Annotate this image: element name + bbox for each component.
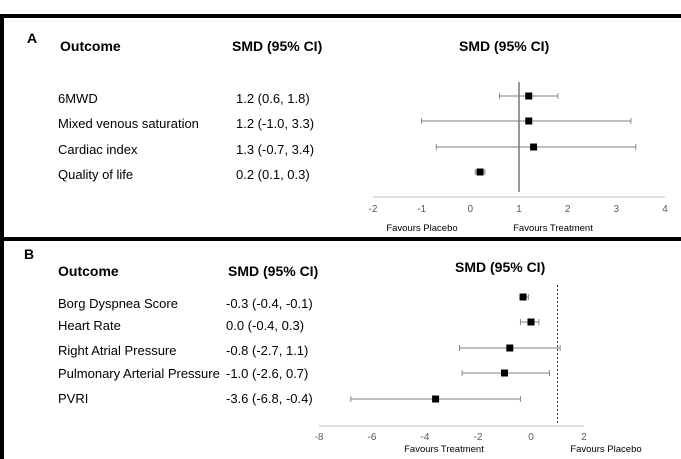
x-tick-label: 3 [614,204,620,215]
x-tick-label: -2 [369,204,378,215]
panel-a-row-outcome: Mixed venous saturation [58,116,199,131]
point-estimate [525,92,533,100]
favours-left-label: Favours Placebo [386,223,457,234]
x-tick-label: -2 [474,432,483,443]
favours-left-label: Favours Treatment [404,444,484,455]
point-estimate [432,395,440,403]
point-estimate [501,369,508,377]
x-tick-label: 0 [528,432,534,443]
x-tick-label: 2 [581,432,587,443]
x-tick-label: -1 [417,204,426,215]
panel-a-row-estimate: 1.2 (0.6, 1.8) [236,91,310,106]
favours-right-label: Favours Treatment [513,223,593,234]
panel-b-row-estimate: -1.0 (-2.6, 0.7) [226,366,309,381]
panel-a-row-outcome: 6MWD [58,91,98,106]
panel-b-row-estimate: -0.8 (-2.7, 1.1) [226,343,309,358]
point-estimate [519,293,527,301]
panel-b-outcome-header: Outcome [58,263,119,279]
panel-a-row-outcome: Quality of life [58,167,134,182]
x-tick-label: -4 [421,432,430,443]
panel-a-row-outcome: Cardiac index [58,142,138,157]
panel-b-estimate-header: SMD (95% CI) [228,263,319,279]
panel-a-row-estimate: 0.2 (0.1, 0.3) [236,167,310,182]
panel-b-row-estimate: -3.6 (-6.8, -0.4) [226,391,313,406]
point-estimate [525,117,533,125]
x-tick-label: 4 [662,204,668,215]
panel-b-label: B [24,246,35,262]
panel-a-plot-title: SMD (95% CI) [459,38,550,54]
panel-a-row-estimate: 1.3 (-0.7, 3.4) [236,142,315,157]
favours-right-label: Favours Placebo [570,444,641,455]
point-estimate [530,143,538,151]
panel-a [0,14,681,239]
panel-b-row-outcome: Borg Dyspnea Score [58,296,178,311]
panel-b-row-outcome: Right Atrial Pressure [58,343,177,358]
panel-a-outcome-header: Outcome [60,38,121,54]
panel-b-row-outcome: Pulmonary Arterial Pressure [58,366,220,381]
panel-a-label: A [27,30,38,46]
panel-b [0,239,681,459]
x-tick-label: 2 [565,204,571,215]
panel-b-plot-title: SMD (95% CI) [455,259,546,275]
point-estimate [527,318,535,326]
point-estimate [506,344,514,352]
panel-b-row-outcome: Heart Rate [58,318,121,333]
panel-a-estimate-header: SMD (95% CI) [232,38,323,54]
panel-b-row-estimate: 0.0 (-0.4, 0.3) [226,318,305,333]
x-tick-label: -6 [368,432,377,443]
panel-b-row-estimate: -0.3 (-0.4, -0.1) [226,296,313,311]
x-tick-label: 0 [468,204,474,215]
x-tick-label: 1 [516,204,522,215]
panel-b-row-outcome: PVRI [58,391,89,406]
panel-a-row-estimate: 1.2 (-1.0, 3.3) [236,116,315,131]
point-estimate [476,168,484,176]
x-tick-label: -8 [315,432,324,443]
